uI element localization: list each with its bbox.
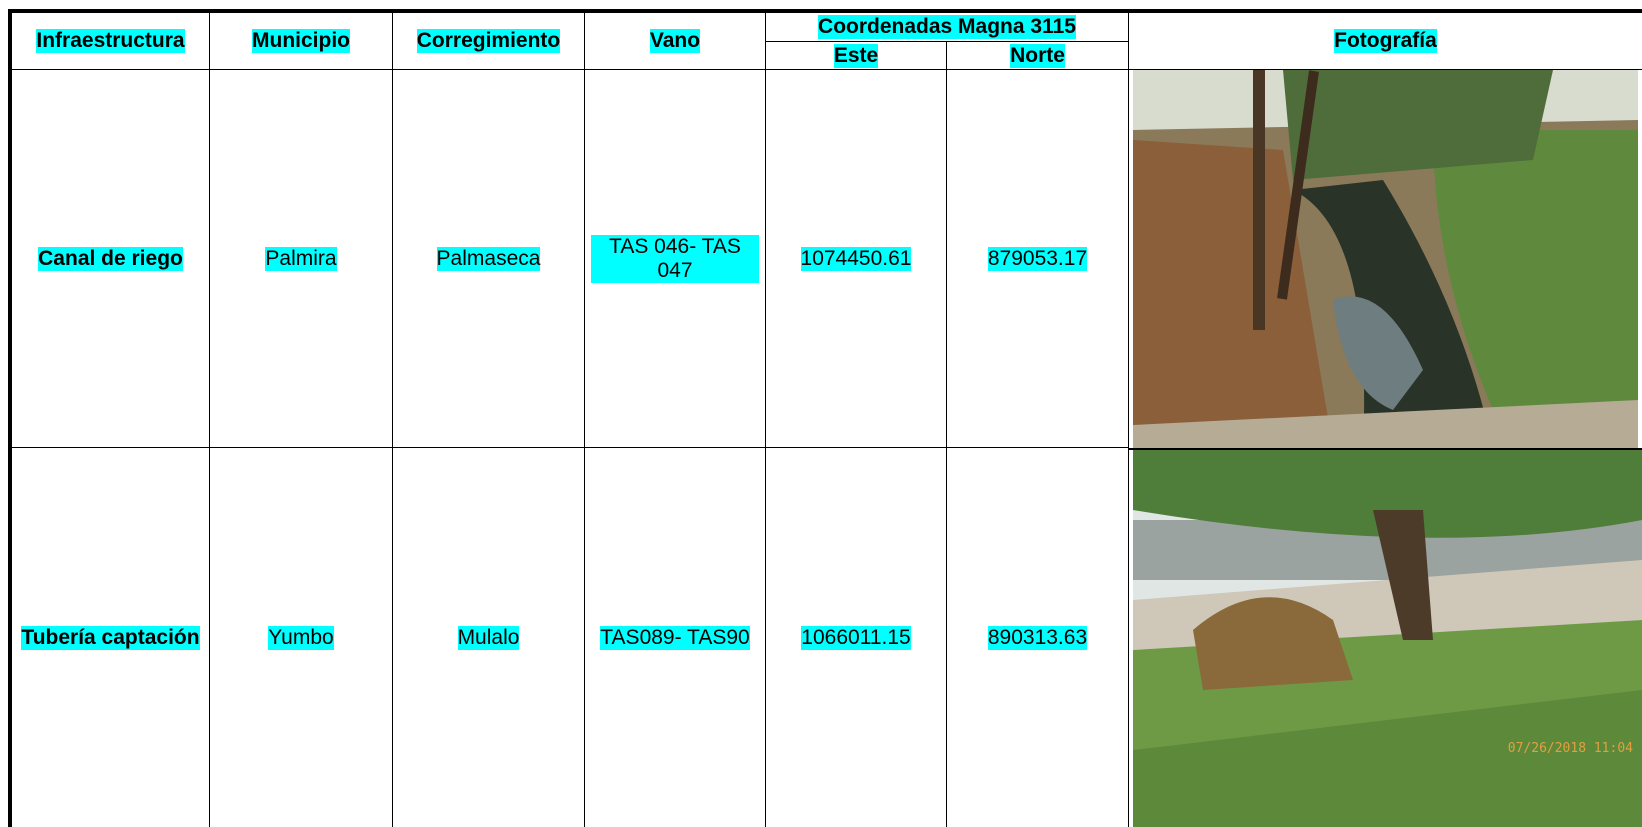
cell-text: 1074450.61: [800, 246, 912, 271]
header-text: Coordenadas Magna 3115: [818, 15, 1076, 39]
header-cell: Corregimiento: [393, 13, 585, 70]
cell-text: Palmira: [265, 246, 337, 271]
cell-text: 879053.17: [987, 246, 1088, 271]
header-text: Vano: [649, 29, 701, 53]
table-cell: 1074450.61: [766, 70, 947, 448]
photo-canal: [1133, 70, 1638, 448]
left-border: [8, 9, 12, 827]
table-cell: TAS089- TAS90: [585, 448, 766, 827]
table-cell: 890313.63: [947, 448, 1129, 827]
photo-tuberia: 07/26/2018 11:04: [1133, 450, 1642, 827]
cell-text: Mulalo: [457, 625, 520, 650]
photo-stamp: 07/26/2018 11:04: [1508, 741, 1633, 756]
table-cell: 879053.17: [947, 70, 1129, 448]
row-divider: [1129, 448, 1642, 450]
header-text: Municipio: [252, 29, 350, 53]
cell-text: 1066011.15: [801, 625, 911, 650]
table-cell: Canal de riego: [12, 70, 210, 448]
header-text: Norte: [1010, 43, 1065, 68]
header-cell: Coordenadas Magna 3115: [766, 13, 1129, 42]
header-text: Fotografía: [1334, 29, 1437, 53]
table-cell: Yumbo: [210, 448, 393, 827]
cell-text: Yumbo: [268, 625, 334, 650]
header-cell: Vano: [585, 13, 766, 70]
cell-text: Palmaseca: [436, 246, 541, 271]
header-cell: Infraestructura: [12, 13, 210, 70]
table-cell: 1066011.15: [766, 448, 947, 827]
header-text: Este: [833, 43, 879, 68]
header-cell: Fotografía: [1129, 13, 1642, 70]
cell-text: Tubería captación: [21, 625, 200, 650]
table-cell: Mulalo: [393, 448, 585, 827]
header-text: Infraestructura: [36, 29, 185, 53]
top-border: [8, 9, 1642, 13]
table-cell: Palmira: [210, 70, 393, 448]
header-cell: Municipio: [210, 13, 393, 70]
cell-text: Canal de riego: [38, 246, 183, 271]
table-cell: TAS 046- TAS 047: [585, 70, 766, 448]
header-cell: Norte: [947, 42, 1129, 70]
table-cell: Palmaseca: [393, 70, 585, 448]
cell-text: 890313.63: [987, 625, 1088, 650]
cell-text: TAS089- TAS90: [600, 625, 750, 650]
header-text: Corregimiento: [416, 29, 561, 53]
header-cell: Este: [766, 42, 947, 70]
table-cell: Tubería captación: [12, 448, 210, 827]
cell-text: TAS 046- TAS 047: [591, 234, 759, 283]
